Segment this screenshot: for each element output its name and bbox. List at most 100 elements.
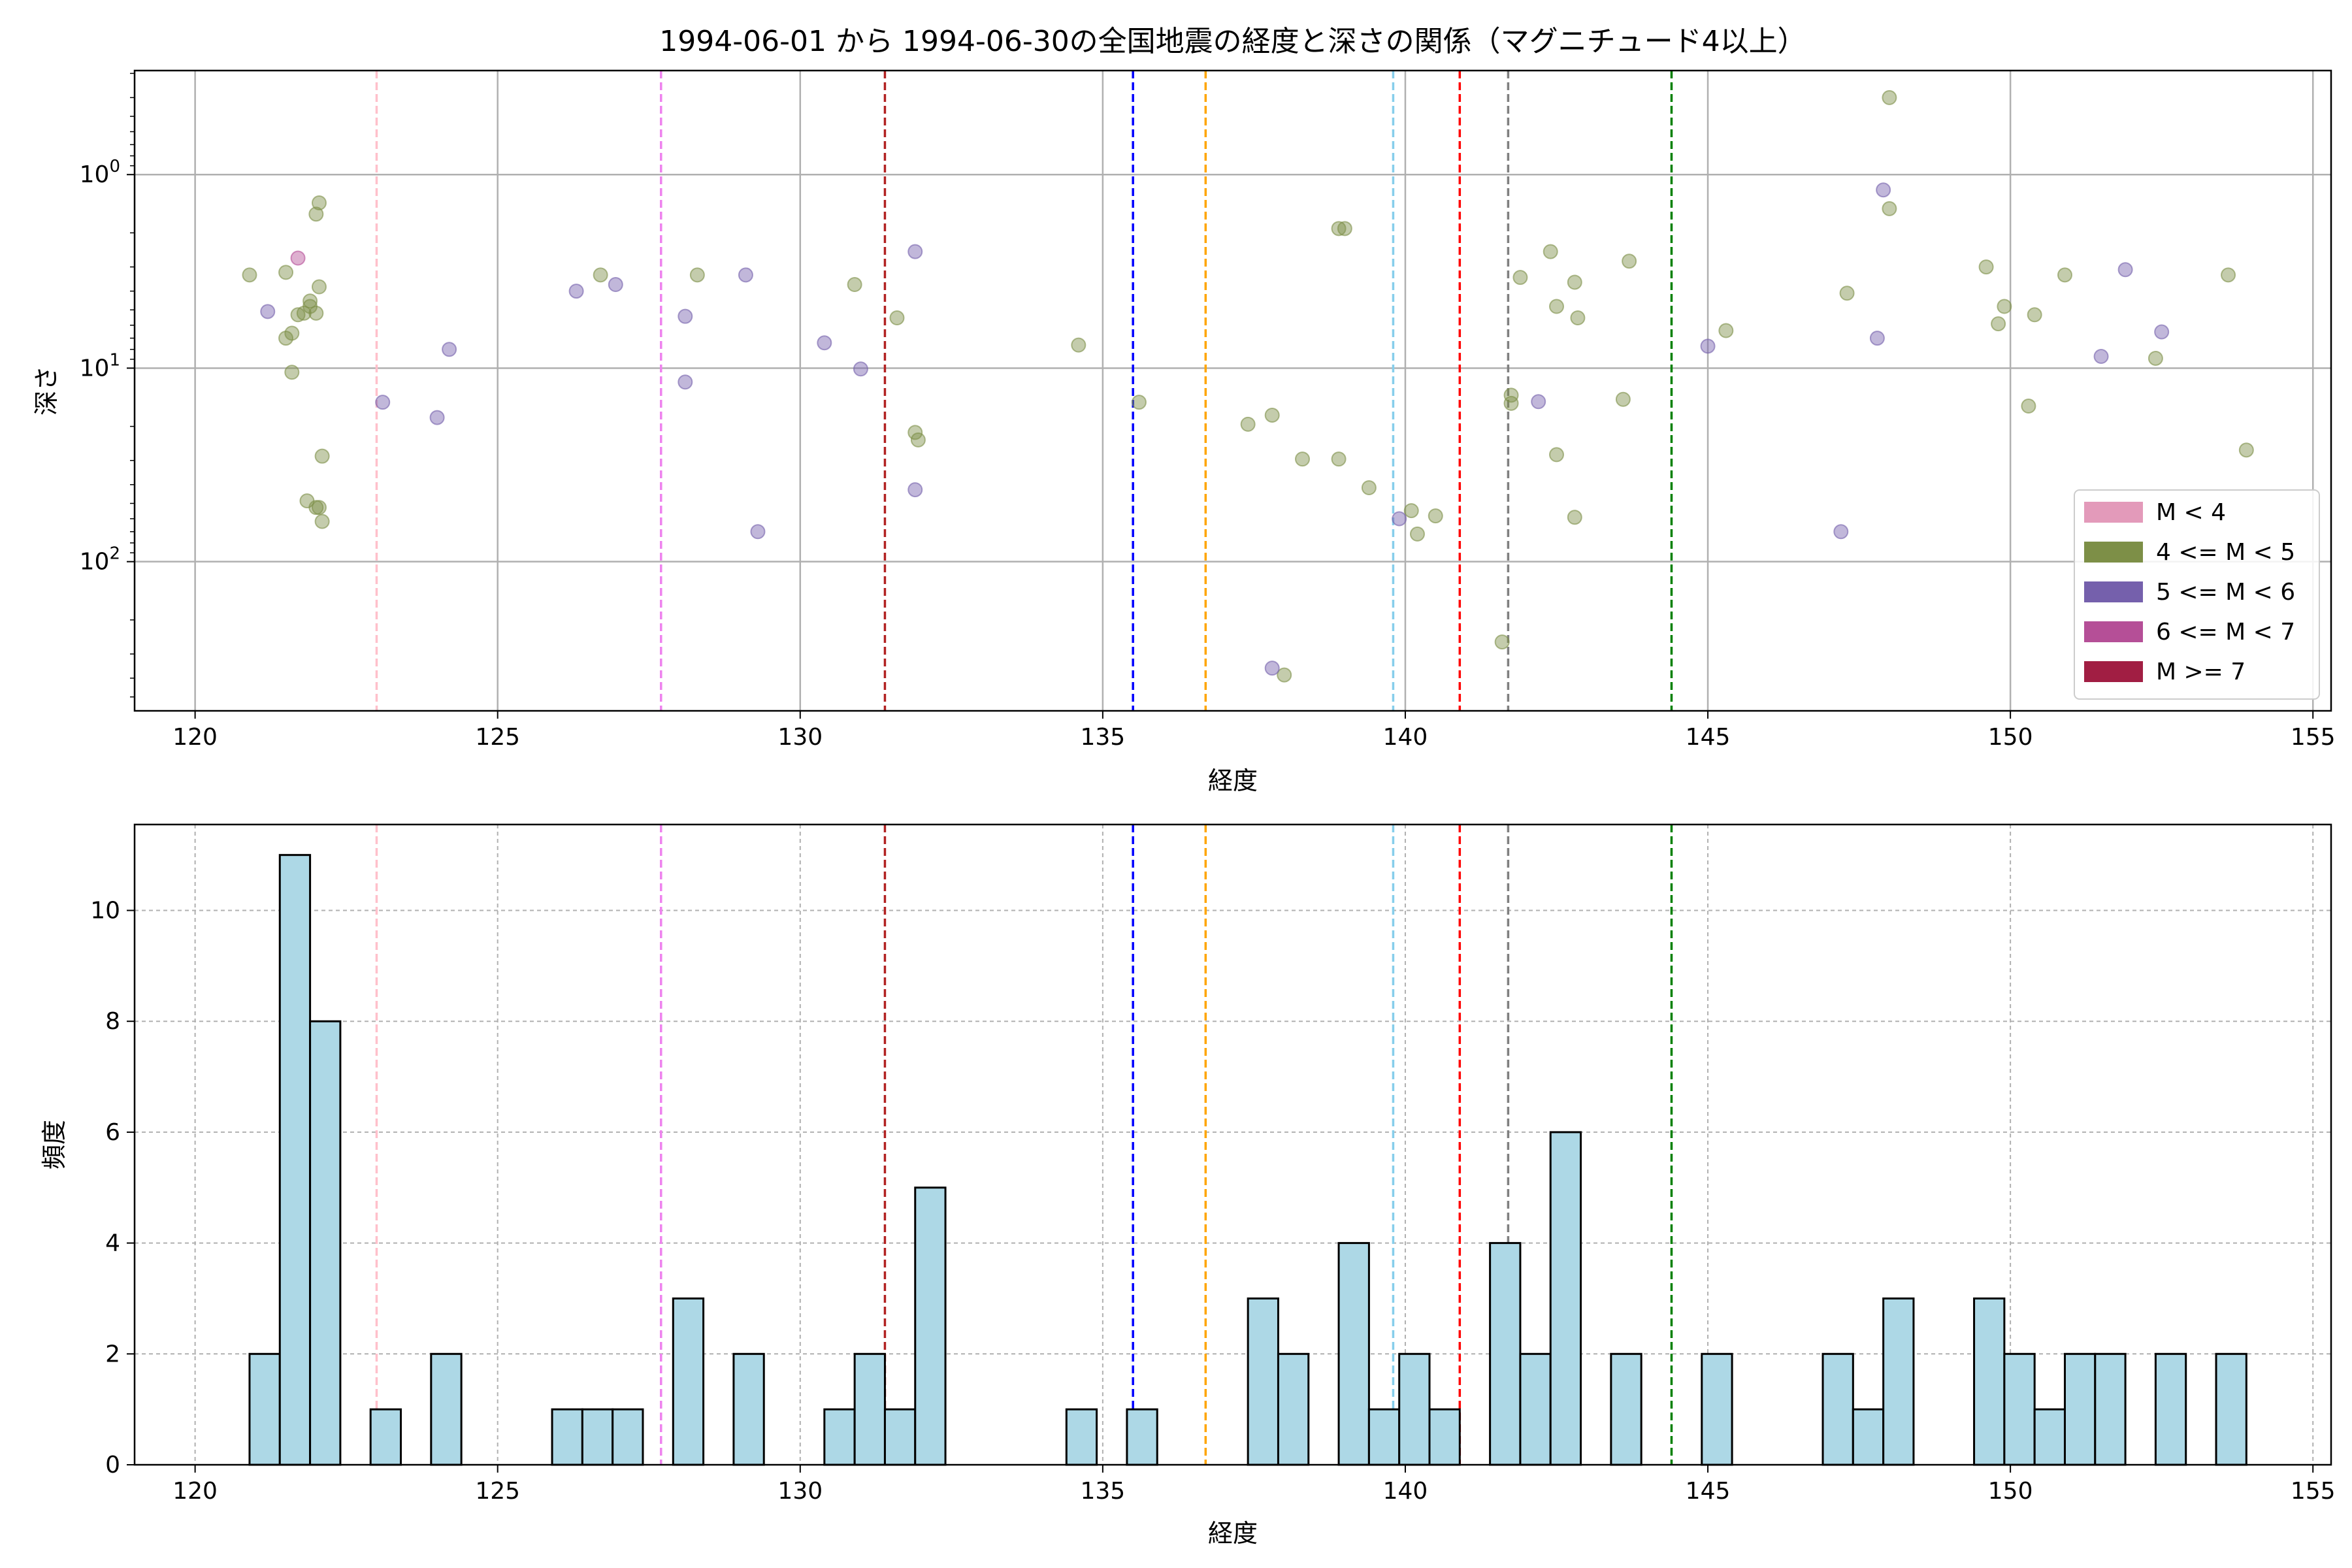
histogram-bar [369,1408,402,1466]
legend-label: 4 <= M < 5 [2156,539,2295,566]
scatter-point [1071,337,1086,353]
histogram-bars [248,854,2247,1466]
scatter-point [1531,394,1546,410]
scatter-grid [135,71,2331,711]
scatter-x-axis-label: 経度 [1208,766,1258,795]
histogram-bar [2154,1352,2187,1466]
scatter-vlines [375,71,1673,711]
scatter-point [847,277,862,293]
scatter-point [1331,451,1347,467]
scatter-point [2057,267,2072,283]
scatter-point [1277,667,1292,683]
histogram-bar [732,1352,765,1466]
scatter-point [593,267,608,283]
scatter-point [314,448,330,464]
histogram-bar [1337,1242,1370,1466]
histogram-bar [1549,1131,1582,1466]
scatter-point [1700,338,1716,354]
scatter-point [311,279,327,295]
scatter-points [242,90,2254,683]
histogram-x-axis-label: 経度 [1208,1519,1258,1548]
histogram-bar [430,1352,463,1466]
scatter-point [429,410,445,425]
scatter-point [2027,307,2042,323]
scatter-point [678,308,693,324]
histogram-x-tick-label: 135 [1081,1478,1126,1505]
scatter-point [750,524,766,540]
legend-label: M >= 7 [2156,659,2246,685]
scatter-point [568,284,584,299]
histogram-bar [1852,1408,1885,1466]
legend-swatch [2084,542,2143,563]
chart-title: 1994-06-01 から 1994-06-30の全国地震の経度と深さの関係（マ… [659,25,1806,58]
histogram-y-ticks: 0 2 4 6 8 10 [90,898,135,1478]
histogram-bar [2033,1408,2066,1466]
scatter-point [1882,90,1897,105]
scatter-point [1392,511,1407,527]
histogram-bar [2063,1352,2097,1466]
scatter-point [2154,324,2170,340]
histogram-bar [581,1408,614,1466]
histogram-y-tick-label: 8 [105,1008,120,1035]
scatter-point [907,244,923,259]
scatter-point [817,335,832,351]
scatter-point [678,374,693,390]
scatter-point [1549,299,1565,314]
scatter-point [2093,349,2109,365]
histogram-x-tick-label: 145 [1686,1478,1731,1505]
histogram-bar [1882,1297,1915,1466]
histogram-y-tick-label: 0 [105,1452,120,1478]
histogram-bar [1821,1352,1854,1466]
histogram-bar [914,1186,947,1466]
scatter-x-tick-label: 130 [777,724,823,751]
scatter-point [608,277,623,293]
scatter-point [260,304,276,319]
scatter-point [853,361,868,377]
scatter-point [375,395,391,410]
scatter-point [889,310,905,326]
scatter-point [1567,274,1582,290]
legend-items: M < 4 4 <= M < 5 5 <= M < 6 6 <= M < 7 M >= … [2084,499,2295,685]
histogram-bar [1610,1352,1642,1466]
scatter-point [1361,480,1377,496]
histogram-bar [1428,1408,1461,1466]
histogram-y-tick-label: 4 [105,1230,120,1257]
histogram-bar [1065,1408,1098,1466]
scatter-frame [133,69,2332,712]
histogram-bar [1398,1352,1431,1466]
scatter-point [1503,387,1519,403]
scatter-point [2117,262,2133,278]
scatter-point [1882,201,1897,216]
histogram-x-tick-label: 140 [1383,1478,1428,1505]
legend-swatch [2084,621,2143,642]
scatter-point [1131,395,1147,410]
histogram-bar [309,1020,342,1466]
histogram-bar [2094,1352,2127,1466]
legend-label: 6 <= M < 7 [2156,619,2295,645]
scatter-point [738,267,753,283]
scatter-point [311,500,327,515]
histogram-bar [1519,1352,1552,1466]
histogram-bar [248,1352,281,1466]
histogram-bar [1701,1352,1733,1466]
histogram-y-tick-label: 6 [105,1119,120,1146]
scatter-point [1337,221,1352,237]
scatter-x-tick-label: 145 [1686,724,1731,751]
scatter-point [1997,299,2012,314]
histogram-bar [1367,1408,1401,1466]
scatter-point [302,293,318,309]
scatter-y-ticks: 100 101 102 [80,73,135,698]
legend-label: 5 <= M < 6 [2156,579,2295,606]
histogram-bar [2215,1352,2247,1466]
scatter-point [1331,221,1347,237]
scatter-point [2148,350,2163,366]
histogram-x-tick-label: 155 [2291,1478,2336,1505]
scatter-point [1403,503,1419,519]
scatter-point [311,195,327,211]
scatter-point [1833,524,1849,540]
histogram-bar [551,1408,583,1466]
scatter-point [1869,331,1885,346]
scatter-point [1718,323,1734,338]
scatter-point [290,250,306,266]
